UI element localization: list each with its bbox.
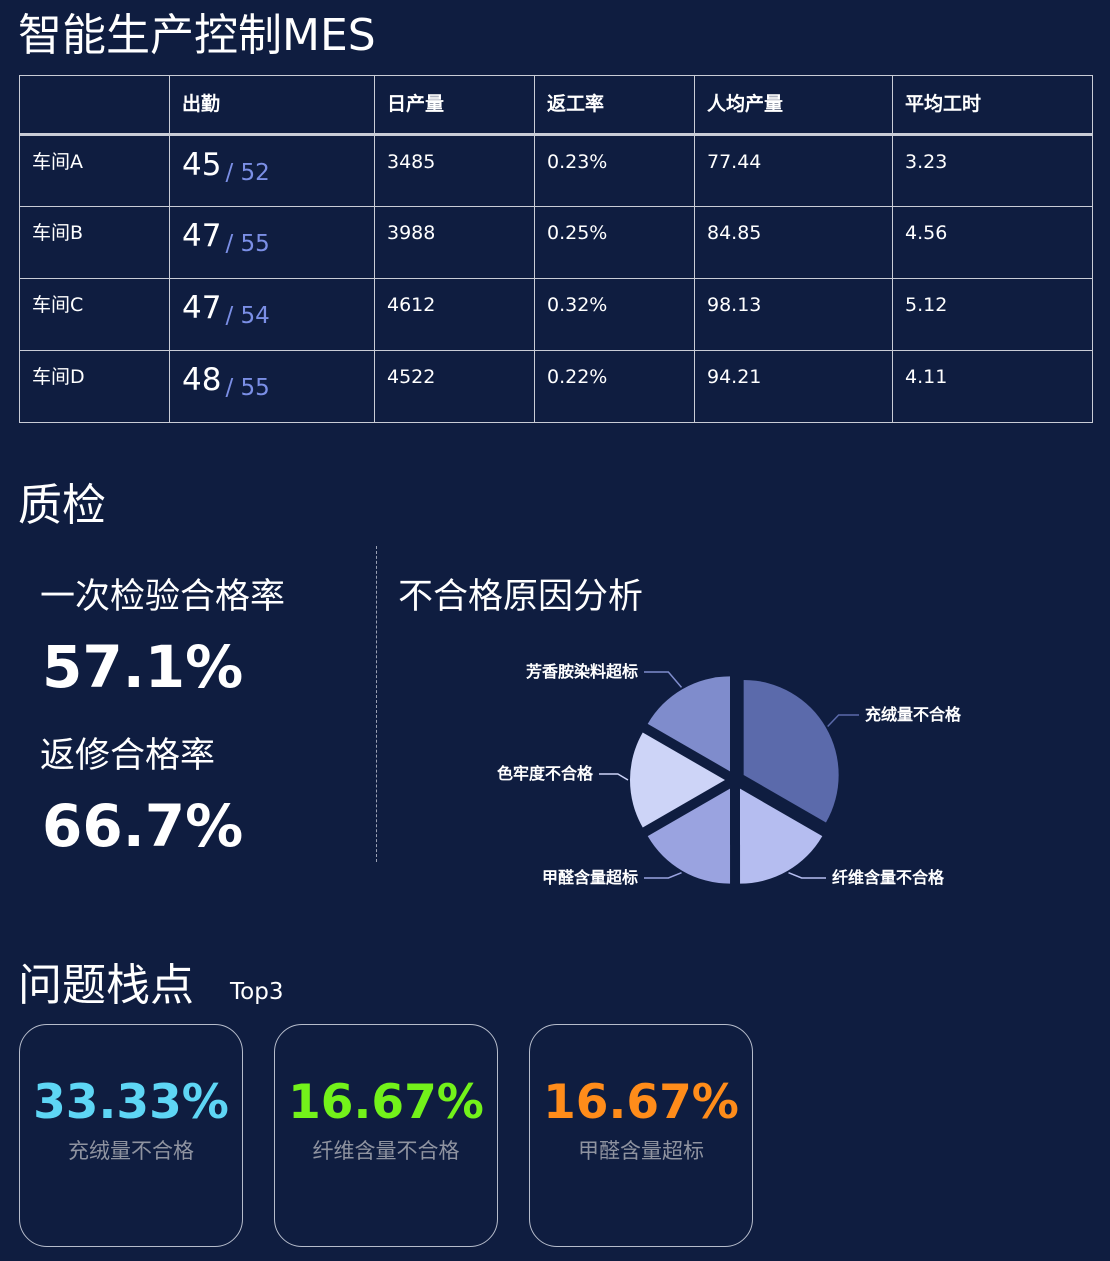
- issue-card-value: 16.67%: [543, 1075, 739, 1130]
- cell-rework-rate: 0.25%: [534, 206, 695, 279]
- attendance-total: / 55: [225, 231, 270, 257]
- cell-workshop: 车间B: [19, 206, 170, 279]
- pie-leader-line: [827, 714, 859, 727]
- pie-slice-label: 色牢度不合格: [497, 764, 594, 783]
- attendance-present: 45: [182, 147, 222, 183]
- attendance-total: / 52: [225, 160, 270, 186]
- cell-daily-output: 4612: [374, 278, 535, 351]
- pie-slice-label: 甲醛含量超标: [542, 868, 638, 887]
- table-row: 车间A 45/ 52 3485 0.23% 77.44 3.23: [19, 134, 1093, 207]
- attendance-total: / 55: [225, 375, 270, 401]
- issue-card-value: 16.67%: [288, 1075, 484, 1130]
- issues-section-title: 问题栈点: [18, 960, 194, 1011]
- issue-card-label: 甲醛含量超标: [578, 1139, 704, 1163]
- page-title: 智能生产控制MES: [18, 10, 376, 61]
- cell-attendance: 47/ 54: [169, 278, 375, 351]
- pie-leader-line: [644, 671, 683, 688]
- cell-daily-output: 3988: [374, 206, 535, 279]
- header-rework-rate: 返工率: [534, 75, 695, 136]
- pie-leader-line: [644, 871, 682, 879]
- pie-slice: [647, 676, 730, 772]
- rework-pass-value: 66.7%: [42, 792, 244, 860]
- header-attendance: 出勤: [169, 75, 375, 136]
- header-daily-output: 日产量: [374, 75, 535, 136]
- table-row: 车间B 47/ 55 3988 0.25% 84.85 4.56: [19, 206, 1093, 279]
- cell-per-capita: 77.44: [694, 134, 893, 207]
- pie-slice: [743, 679, 839, 823]
- header-per-capita: 人均产量: [694, 75, 893, 136]
- cell-workshop: 车间D: [19, 350, 170, 423]
- issue-card-value: 33.33%: [33, 1075, 229, 1130]
- analysis-title: 不合格原因分析: [398, 577, 644, 617]
- first-pass-value: 57.1%: [42, 633, 244, 701]
- issue-card-2: 16.67% 纤维含量不合格: [274, 1024, 498, 1247]
- cell-per-capita: 94.21: [694, 350, 893, 423]
- cell-rework-rate: 0.22%: [534, 350, 695, 423]
- cell-daily-output: 3485: [374, 134, 535, 207]
- cell-attendance: 45/ 52: [169, 134, 375, 207]
- cell-workshop: 车间C: [19, 278, 170, 351]
- pie-leader-line: [788, 871, 826, 879]
- cell-avg-hours: 5.12: [892, 278, 1093, 351]
- table-row: 车间D 48/ 55 4522 0.22% 94.21 4.11: [19, 350, 1093, 423]
- cell-per-capita: 84.85: [694, 206, 893, 279]
- quality-section-title: 质检: [18, 480, 106, 531]
- quality-divider: [376, 546, 377, 862]
- pie-slice-label: 芳香胺染料超标: [526, 662, 638, 681]
- table-header-row: 出勤 日产量 返工率 人均产量 平均工时: [19, 75, 1093, 136]
- issue-card-3: 16.67% 甲醛含量超标: [529, 1024, 753, 1247]
- issue-card-label: 充绒量不合格: [68, 1139, 194, 1163]
- table-row: 车间C 47/ 54 4612 0.32% 98.13 5.12: [19, 278, 1093, 351]
- issue-card-1: 33.33% 充绒量不合格: [19, 1024, 243, 1247]
- attendance-total: / 54: [225, 303, 270, 329]
- pie-slice-label: 充绒量不合格: [865, 705, 962, 724]
- cell-per-capita: 98.13: [694, 278, 893, 351]
- pie-slice-label: 纤维含量不合格: [832, 868, 945, 887]
- header-workshop: [19, 75, 170, 136]
- cell-daily-output: 4522: [374, 350, 535, 423]
- workshop-table: 出勤 日产量 返工率 人均产量 平均工时 车间A 45/ 52 3485 0.2…: [19, 75, 1093, 423]
- attendance-present: 47: [182, 218, 222, 254]
- first-pass-label: 一次检验合格率: [40, 577, 286, 617]
- cell-avg-hours: 4.11: [892, 350, 1093, 423]
- cell-workshop: 车间A: [19, 134, 170, 207]
- cell-rework-rate: 0.23%: [534, 134, 695, 207]
- cell-rework-rate: 0.32%: [534, 278, 695, 351]
- header-avg-hours: 平均工时: [892, 75, 1093, 136]
- issue-card-label: 纤维含量不合格: [312, 1139, 460, 1163]
- attendance-present: 48: [182, 362, 222, 398]
- cell-attendance: 48/ 55: [169, 350, 375, 423]
- cell-avg-hours: 3.23: [892, 134, 1093, 207]
- pie-slice: [647, 788, 731, 884]
- pie-slice: [630, 732, 725, 828]
- top3-tag: Top3: [230, 979, 284, 1005]
- attendance-present: 47: [182, 290, 222, 326]
- pie-slice: [740, 788, 823, 884]
- pie-leader-line: [599, 773, 629, 781]
- cell-attendance: 47/ 55: [169, 206, 375, 279]
- rework-pass-label: 返修合格率: [40, 736, 216, 776]
- cell-avg-hours: 4.56: [892, 206, 1093, 279]
